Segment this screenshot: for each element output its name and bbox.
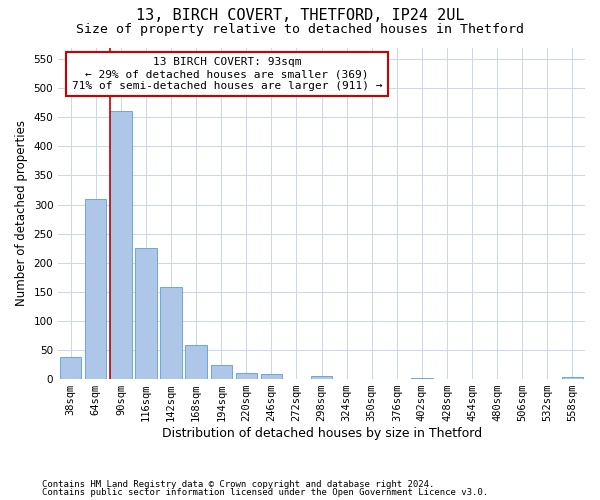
Bar bbox=[261, 374, 282, 379]
Bar bbox=[85, 198, 106, 379]
X-axis label: Distribution of detached houses by size in Thetford: Distribution of detached houses by size … bbox=[161, 427, 482, 440]
Bar bbox=[211, 364, 232, 379]
Text: Size of property relative to detached houses in Thetford: Size of property relative to detached ho… bbox=[76, 22, 524, 36]
Text: Contains HM Land Registry data © Crown copyright and database right 2024.: Contains HM Land Registry data © Crown c… bbox=[42, 480, 434, 489]
Text: Contains public sector information licensed under the Open Government Licence v3: Contains public sector information licen… bbox=[42, 488, 488, 497]
Bar bbox=[60, 357, 82, 379]
Bar bbox=[110, 112, 131, 379]
Bar bbox=[562, 377, 583, 379]
Bar bbox=[411, 378, 433, 379]
Text: 13, BIRCH COVERT, THETFORD, IP24 2UL: 13, BIRCH COVERT, THETFORD, IP24 2UL bbox=[136, 8, 464, 22]
Y-axis label: Number of detached properties: Number of detached properties bbox=[15, 120, 28, 306]
Text: 13 BIRCH COVERT: 93sqm
← 29% of detached houses are smaller (369)
71% of semi-de: 13 BIRCH COVERT: 93sqm ← 29% of detached… bbox=[71, 58, 382, 90]
Bar bbox=[311, 376, 332, 379]
Bar bbox=[160, 287, 182, 379]
Bar bbox=[236, 374, 257, 379]
Bar bbox=[136, 248, 157, 379]
Bar bbox=[185, 346, 207, 379]
